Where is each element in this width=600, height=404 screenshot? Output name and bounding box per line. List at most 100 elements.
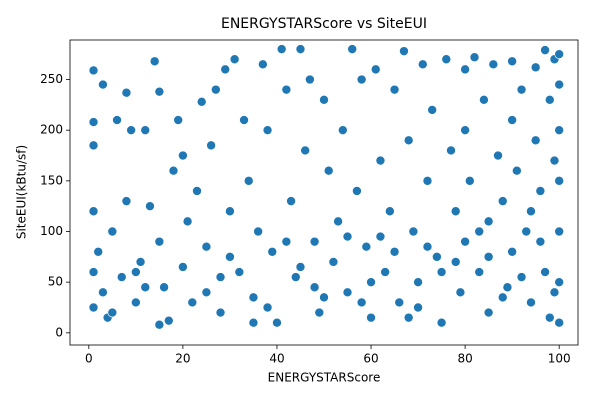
point <box>422 241 433 252</box>
point <box>507 115 517 125</box>
axes-frame <box>69 39 579 346</box>
point <box>526 206 536 217</box>
point <box>295 262 306 272</box>
point <box>272 317 282 328</box>
point <box>540 45 550 55</box>
point <box>178 150 188 161</box>
point <box>422 176 433 186</box>
point <box>239 115 249 125</box>
point <box>535 236 546 247</box>
point <box>173 115 183 125</box>
point <box>342 287 353 298</box>
point <box>554 176 564 186</box>
point <box>554 125 564 135</box>
point <box>507 246 517 257</box>
point <box>295 44 306 54</box>
point <box>516 272 527 282</box>
point <box>319 94 329 105</box>
point <box>328 257 339 267</box>
x-tick-label: 80 <box>457 352 472 366</box>
point <box>309 236 320 247</box>
point <box>88 140 99 151</box>
point <box>154 236 165 247</box>
point <box>427 105 437 115</box>
point <box>211 84 221 95</box>
point <box>450 206 461 217</box>
point <box>403 312 414 323</box>
point <box>192 186 202 196</box>
point <box>385 206 395 217</box>
point <box>380 267 390 277</box>
point <box>131 267 141 277</box>
point <box>413 277 423 287</box>
point <box>389 84 400 95</box>
point <box>98 287 108 298</box>
point <box>394 297 405 308</box>
point <box>88 117 99 127</box>
point <box>163 315 174 326</box>
point <box>107 226 118 237</box>
x-tick-label: 0 <box>85 352 93 366</box>
point <box>248 317 259 328</box>
point <box>342 231 353 242</box>
point <box>554 49 564 59</box>
point <box>140 125 151 135</box>
point <box>248 292 259 303</box>
point <box>530 62 541 73</box>
point <box>554 226 564 237</box>
point <box>107 307 118 318</box>
point <box>356 74 367 85</box>
point <box>319 292 329 303</box>
point <box>370 64 381 75</box>
point <box>483 216 494 227</box>
point <box>446 145 456 156</box>
y-axis-label: SiteEUI(kBtu/sf) <box>15 145 29 239</box>
chart-title: ENERGYSTARScore vs SiteEUI <box>221 16 427 32</box>
y-tick-label: 50 <box>48 275 63 289</box>
point <box>88 206 99 217</box>
point <box>300 145 310 156</box>
point <box>554 79 564 90</box>
point <box>432 252 442 262</box>
point <box>399 46 409 56</box>
point <box>535 186 546 196</box>
point <box>121 196 132 206</box>
point <box>465 176 475 186</box>
point <box>225 206 235 217</box>
point <box>502 282 513 293</box>
point <box>554 277 564 287</box>
point <box>460 236 470 247</box>
plot-area <box>88 44 564 330</box>
point <box>413 302 423 313</box>
point <box>215 272 226 282</box>
point <box>182 216 193 227</box>
point <box>333 216 343 227</box>
point <box>243 176 254 186</box>
point <box>121 87 132 98</box>
x-axis-label: ENERGYSTARScore <box>268 371 381 385</box>
point <box>338 125 348 135</box>
point <box>229 54 240 65</box>
point <box>521 226 532 237</box>
point <box>196 97 207 107</box>
point <box>460 64 470 75</box>
point <box>497 292 508 303</box>
point <box>347 44 358 54</box>
point <box>483 252 494 262</box>
y-tick-label: 200 <box>40 123 63 137</box>
point <box>417 59 428 70</box>
point <box>479 94 489 105</box>
point <box>187 297 198 308</box>
point <box>474 226 485 237</box>
point <box>88 302 99 313</box>
y-tick-label: 250 <box>40 72 63 86</box>
point <box>98 79 108 90</box>
point <box>549 155 560 166</box>
y-tick-label: 150 <box>40 173 63 187</box>
point <box>544 312 555 323</box>
point <box>168 165 179 176</box>
point <box>140 282 151 293</box>
point <box>408 226 419 237</box>
point <box>215 307 226 318</box>
